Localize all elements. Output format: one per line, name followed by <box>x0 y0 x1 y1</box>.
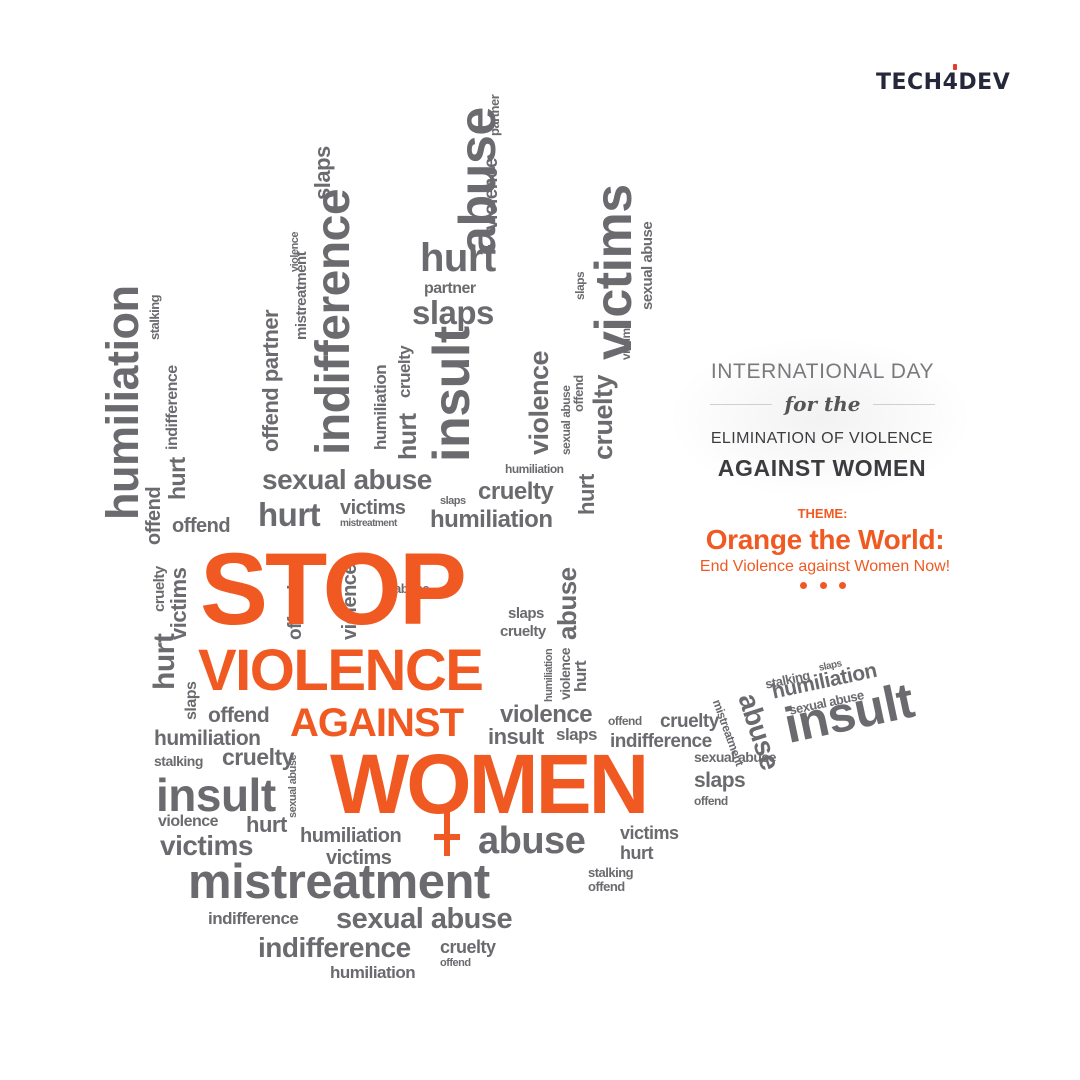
word-humiliation: humiliation <box>154 727 261 750</box>
word-humiliation: humiliation <box>371 364 390 450</box>
word-slaps: slaps <box>694 769 746 792</box>
event-title-line3: ELIMINATION OF VIOLENCE <box>710 430 934 447</box>
headline-against: AGAINST <box>290 701 464 745</box>
word-sexual-abuse: sexual abuse <box>262 464 432 495</box>
word-indifference: indifference <box>307 188 360 455</box>
word-humiliation: humiliation <box>430 506 553 533</box>
word-slaps: slaps <box>440 495 466 507</box>
word-victims: victims <box>620 823 679 843</box>
word-offend: offend <box>608 714 642 728</box>
word-slaps: slaps <box>412 294 494 331</box>
word-offend: offend <box>440 957 471 969</box>
word-indifference: indifference <box>164 365 181 450</box>
word-hurt: hurt <box>246 812 287 837</box>
word-cruelty: cruelty <box>440 937 496 957</box>
word-violence: violence <box>500 701 593 728</box>
word-violence: violence <box>481 157 502 230</box>
event-title-line1: INTERNATIONAL DAY <box>710 360 935 383</box>
word-partner: partner <box>424 280 476 297</box>
word-abuse: abuse <box>394 581 430 596</box>
word-hurt: hurt <box>574 474 599 515</box>
event-title-line4: AGAINST WOMEN <box>717 455 927 481</box>
word-victims: victims <box>166 567 191 640</box>
word-hurt: hurt <box>148 633 181 690</box>
word-slaps: slaps <box>310 146 335 200</box>
word-insult: insult <box>156 769 276 821</box>
word-offend: offend <box>571 375 586 412</box>
word-stalking: stalking <box>147 294 162 340</box>
event-title-line2: for the <box>710 392 935 416</box>
word-sexual-abuse: sexual abuse <box>287 754 299 818</box>
word-hurt: hurt <box>164 457 190 500</box>
theme-title: Orange the World: <box>705 524 945 555</box>
word-humiliation: humiliation <box>543 648 555 702</box>
word-insult: insult <box>488 724 544 749</box>
headline-women: WOMEN <box>330 737 649 831</box>
ellipsis-dots-icon <box>800 582 846 590</box>
word-hurt: hurt <box>258 496 321 533</box>
word-violence: violence <box>289 231 301 272</box>
word-violence: violence <box>158 813 219 830</box>
word-sexual-abuse: sexual abuse <box>336 903 513 935</box>
word-offend-partner: offend partner <box>258 309 283 452</box>
word-offend: offend <box>208 704 270 727</box>
word-hurt: hurt <box>420 236 496 280</box>
word-hurt: hurt <box>620 843 654 863</box>
logo-accent-mark <box>953 64 957 70</box>
word-humiliation: humiliation <box>505 462 564 476</box>
theme-subtitle: End Violence against Women Now! <box>699 558 951 575</box>
word-cruelty: cruelty <box>500 623 546 640</box>
word-victims: victims <box>160 830 254 861</box>
word-cruelty: cruelty <box>222 744 294 770</box>
word-cruelty: cruelty <box>588 374 618 460</box>
headline-stop: STOP <box>200 532 467 646</box>
word-hurt: hurt <box>394 413 422 460</box>
word-abuse: abuse <box>552 567 582 640</box>
word-slaps: slaps <box>508 605 544 622</box>
word-slaps: slaps <box>573 271 587 300</box>
word-cruelty: cruelty <box>478 478 554 505</box>
word-humiliation: humiliation <box>300 825 402 847</box>
word-offend: offend <box>172 515 231 537</box>
female-symbol-icon <box>434 812 460 856</box>
word-stalking: stalking <box>588 865 634 880</box>
word-partner: partner <box>487 94 502 136</box>
word-violence: violence <box>557 647 573 700</box>
word-abuse: abuse <box>478 820 586 862</box>
word-offend: offend <box>694 794 728 808</box>
word-stalking: stalking <box>154 753 203 769</box>
word-victims: victims <box>326 847 392 869</box>
word-indifference: indifference <box>258 932 411 963</box>
word-victims: victims <box>340 497 406 519</box>
word-cruelty: cruelty <box>395 345 414 398</box>
word-mistreatment: mistreatment <box>188 855 490 909</box>
word-cruelty: cruelty <box>660 711 719 732</box>
word-indifference: indifference <box>610 731 712 752</box>
word-mistreatment: mistreatment <box>340 518 397 529</box>
word-sexual-abuse: sexual abuse <box>639 221 656 310</box>
word-violence: violence <box>524 350 554 455</box>
tech4dev-logo: TECH4DEV <box>876 70 1011 95</box>
headline-violence: VIOLENCE <box>198 638 484 703</box>
word-cruelty: cruelty <box>151 566 168 612</box>
word-slaps: slaps <box>556 725 597 744</box>
word-victims: victims <box>619 322 633 360</box>
word-hurt: hurt <box>571 660 590 692</box>
panel-backdrop <box>670 338 970 498</box>
word-indifference: indifference <box>208 909 299 928</box>
word-humiliation: humiliation <box>97 285 148 521</box>
word-offend: offend <box>588 879 625 894</box>
word-insult: insult <box>423 326 481 462</box>
event-info-panel: INTERNATIONAL DAY for the ELIMINATION OF… <box>670 338 970 608</box>
word-offend: offend <box>143 486 165 545</box>
word-humiliation: humiliation <box>330 963 416 982</box>
word-sexual-abuse: sexual abuse <box>694 749 776 765</box>
theme-label: THEME: <box>797 506 848 521</box>
